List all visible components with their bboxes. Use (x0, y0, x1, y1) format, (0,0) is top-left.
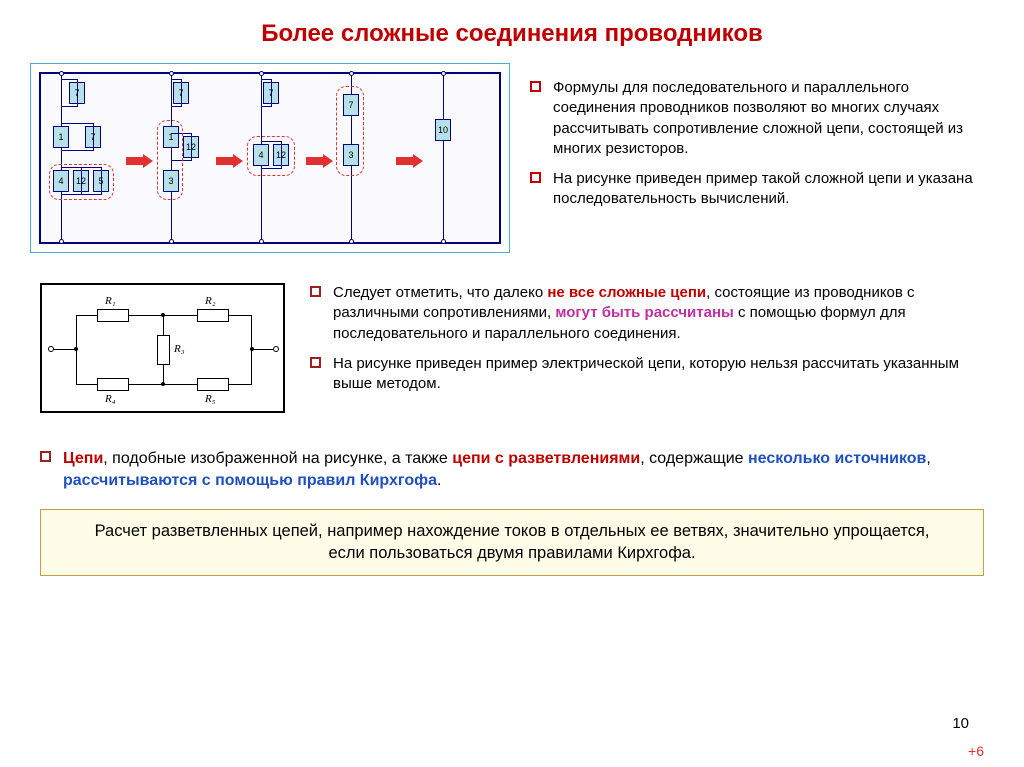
bullet-text: На рисунке приведен пример такой сложной… (553, 169, 994, 210)
highlight-group (247, 136, 295, 176)
arrow-right-icon (216, 154, 244, 168)
arrow-right-icon (126, 154, 154, 168)
resistor-label: R₃ (174, 343, 185, 355)
bullet-square-icon (530, 81, 541, 92)
bullet-text: На рисунке приведен пример электрической… (333, 354, 994, 395)
section-1: 71741257112374127310 Формулы для последо… (30, 63, 994, 253)
footer-mark: +6 (968, 743, 984, 759)
bullet-square-icon (310, 286, 321, 297)
bullets-right-2: Следует отметить, что далеко не все слож… (310, 283, 994, 404)
circuit-inner: 71741257112374127310 (39, 72, 501, 244)
bullet-text: Следует отметить, что далеко не все слож… (333, 283, 994, 344)
bullet-item: На рисунке приведен пример электрической… (310, 354, 994, 395)
bullets-right-1: Формулы для последовательного и параллел… (530, 63, 994, 253)
highlight-group (49, 164, 114, 200)
resistor: 1 (53, 126, 69, 148)
bullet-square-icon (40, 451, 51, 462)
bullet-text: Формулы для последовательного и параллел… (553, 78, 994, 159)
bullet-item: На рисунке приведен пример такой сложной… (530, 169, 994, 210)
circuit-diagram-sequence: 71741257112374127310 (30, 63, 510, 253)
bullet-item: Формулы для последовательного и параллел… (530, 78, 994, 159)
resistor (197, 309, 229, 322)
bridge-circuit-diagram: R₁ R₂ R₃ R₄ R₅ (40, 283, 285, 413)
section-3: Цепи, подобные изображенной на рисунке, … (30, 448, 994, 491)
bullet-square-icon (530, 172, 541, 183)
bullet-text: Цепи, подобные изображенной на рисунке, … (63, 448, 984, 491)
resistor-label: R₄ (105, 393, 116, 405)
page-title: Более сложные соединения проводников (30, 20, 994, 48)
resistor (197, 378, 229, 391)
highlight-group (336, 86, 364, 176)
bullet-item: Следует отметить, что далеко не все слож… (310, 283, 994, 344)
page-number: 10 (952, 715, 969, 732)
resistor-label: R₅ (205, 393, 216, 405)
resistor (157, 335, 170, 365)
section-2: R₁ R₂ R₃ R₄ R₅ Следует отметить, что далеко … (30, 283, 994, 413)
resistor (97, 378, 129, 391)
bullet-item: Цепи, подобные изображенной на рисунке, … (40, 448, 984, 491)
arrow-right-icon (396, 154, 424, 168)
resistor-label: R₁ (105, 295, 116, 307)
arrow-right-icon (306, 154, 334, 168)
highlight-group (157, 120, 183, 200)
resistor: 10 (435, 119, 451, 141)
highlight-box: Расчет разветвленных цепей, например нах… (40, 509, 984, 576)
resistor (97, 309, 129, 322)
resistor-label: R₂ (205, 295, 216, 307)
bullet-square-icon (310, 357, 321, 368)
